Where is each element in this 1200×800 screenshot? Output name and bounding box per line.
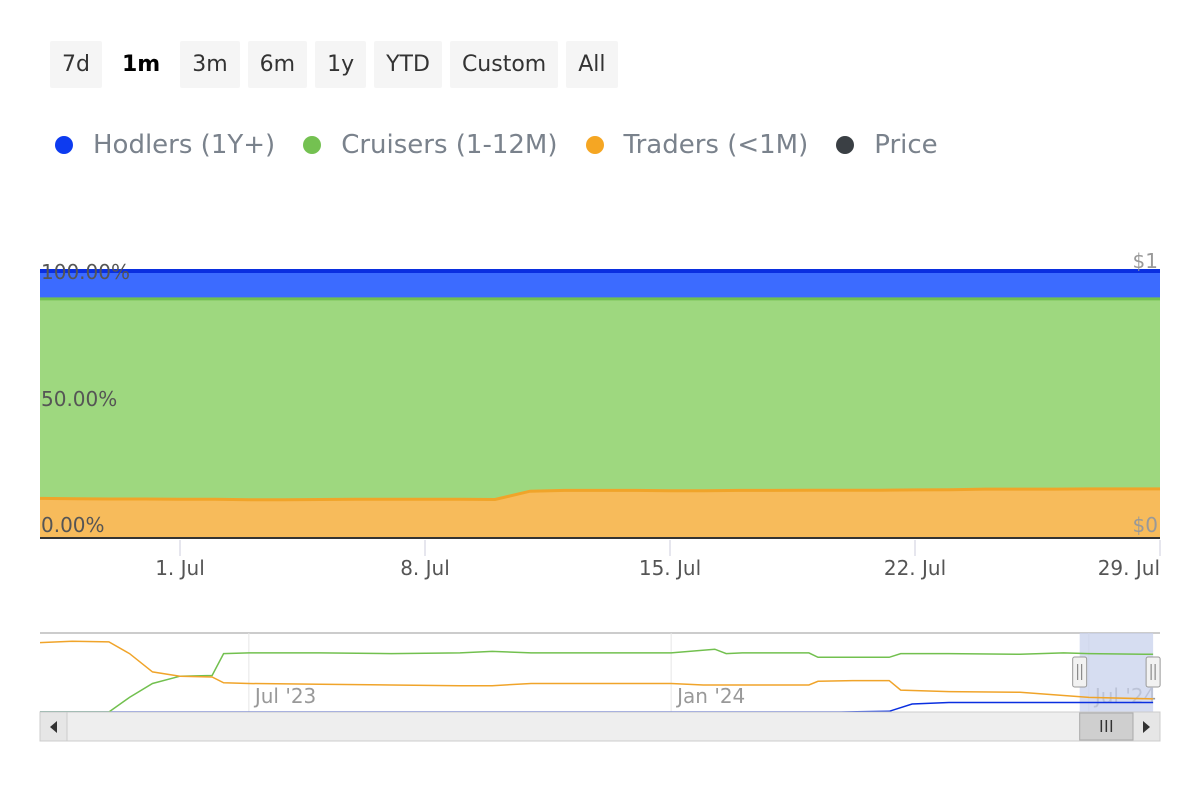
- navigator-handle-box: [1145, 656, 1161, 688]
- legend-item-price[interactable]: Price: [836, 130, 938, 160]
- x-tick-label: 8. Jul: [400, 556, 450, 580]
- legend-item-traders[interactable]: Traders (<1M): [585, 130, 809, 160]
- range-button-3m[interactable]: 3m: [180, 41, 240, 88]
- y-tick-label-right: $0: [1133, 513, 1158, 537]
- chart-legend: Hodlers (1Y+) Cruisers (1-12M) Traders (…: [55, 130, 938, 160]
- legend-item-hodlers[interactable]: Hodlers (1Y+): [55, 130, 275, 160]
- range-button-1m[interactable]: 1m: [109, 41, 173, 88]
- y-tick-label-left: 0.00%: [41, 513, 105, 537]
- navigator-hodlers-line: [40, 701, 1154, 713]
- range-button-6m[interactable]: 6m: [247, 41, 308, 88]
- legend-label-hodlers: Hodlers (1Y+): [93, 130, 276, 160]
- legend-label-traders: Traders (<1M): [623, 130, 809, 160]
- range-button-all[interactable]: All: [566, 41, 618, 88]
- scrollbar-right-button[interactable]: [1132, 711, 1161, 742]
- range-button-1y[interactable]: 1y: [315, 41, 367, 88]
- navigator-tick-label: Jul '23: [253, 684, 316, 708]
- navigator-selection-mask: [1079, 633, 1154, 712]
- navigator-tick-label: Jan '24: [675, 684, 745, 708]
- x-tick-label: 1. Jul: [155, 556, 205, 580]
- watermark: IntoTheBlock: [289, 340, 1051, 472]
- y-tick-label-left: 50.00%: [41, 387, 117, 411]
- scrollbar-left-button[interactable]: [39, 711, 68, 742]
- legend-item-cruisers[interactable]: Cruisers (1-12M): [303, 130, 558, 160]
- navigator-cruisers-line: [40, 648, 1154, 713]
- legend-label-cruisers: Cruisers (1-12M): [341, 130, 558, 160]
- scrollbar-thumb[interactable]: [1079, 712, 1134, 741]
- x-tick-label: 15. Jul: [639, 556, 701, 580]
- navigator-left-handle[interactable]: [1072, 656, 1088, 688]
- legend-marker-hodlers: [55, 136, 73, 154]
- scroll-right-arrow-icon: [1143, 721, 1150, 733]
- x-tick-label: 22. Jul: [884, 556, 946, 580]
- legend-marker-traders: [585, 136, 604, 154]
- legend-label-price: Price: [874, 130, 938, 160]
- navigator-background: [40, 633, 1160, 712]
- range-button-ytd[interactable]: YTD: [374, 41, 442, 88]
- legend-marker-price: [836, 136, 855, 154]
- navigator-tick-label: Jul '24: [1093, 684, 1156, 708]
- legend-marker-cruisers: [303, 136, 322, 154]
- hodlers-area: [40, 271, 1160, 299]
- range-selector: 7d 1m 3m 6m 1y YTD Custom All: [50, 41, 618, 88]
- navigator-handle-box: [1072, 656, 1088, 688]
- range-button-7d[interactable]: 7d: [50, 41, 102, 88]
- watermark-text: IntoTheBlock: [415, 358, 1051, 458]
- traders-area: [40, 488, 1160, 537]
- scroll-left-arrow-icon: [50, 721, 57, 733]
- cruisers-area: [40, 298, 1160, 500]
- navigator-traders-line: [39, 640, 1154, 700]
- scrollbar-track: [39, 711, 1161, 742]
- x-tick-label: 29. Jul: [1098, 556, 1160, 580]
- y-tick-label-left: 100.00%: [41, 260, 130, 284]
- range-button-custom[interactable]: Custom: [449, 41, 559, 88]
- navigator-right-handle[interactable]: [1145, 656, 1161, 688]
- traders-line: [39, 487, 1160, 502]
- navigator-scrollbar: [39, 711, 1161, 742]
- watermark-logo-icon: [289, 340, 403, 472]
- y-tick-label-right: $1: [1133, 249, 1158, 273]
